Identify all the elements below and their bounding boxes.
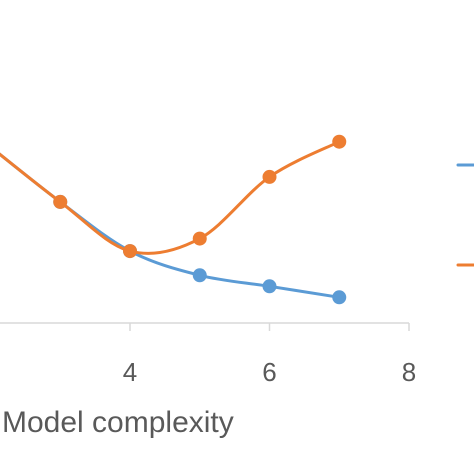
series-2-point-2 (53, 194, 68, 209)
x-tick-label-4: 4 (123, 357, 137, 387)
series-1-point-6 (332, 290, 347, 305)
series-1 (0, 152, 347, 305)
series-2-point-5 (262, 169, 277, 184)
x-axis-ticks (129, 323, 410, 331)
x-axis-tick-labels: 4 6 8 (123, 357, 416, 387)
series-2-line (0, 140, 341, 255)
series-1-line (0, 152, 341, 299)
series-1-point-5 (262, 279, 277, 294)
series-1-point-4 (192, 268, 207, 283)
x-tick-label-8: 8 (402, 357, 416, 387)
x-tick-label-6: 6 (262, 357, 276, 387)
series-2-point-3 (123, 244, 137, 259)
series-layer (0, 134, 347, 305)
x-axis-title: Model complexity (2, 406, 234, 439)
series-2-point-6 (332, 134, 347, 149)
series-2-point-4 (192, 231, 207, 246)
series-2 (0, 134, 347, 259)
legend (456, 163, 474, 267)
